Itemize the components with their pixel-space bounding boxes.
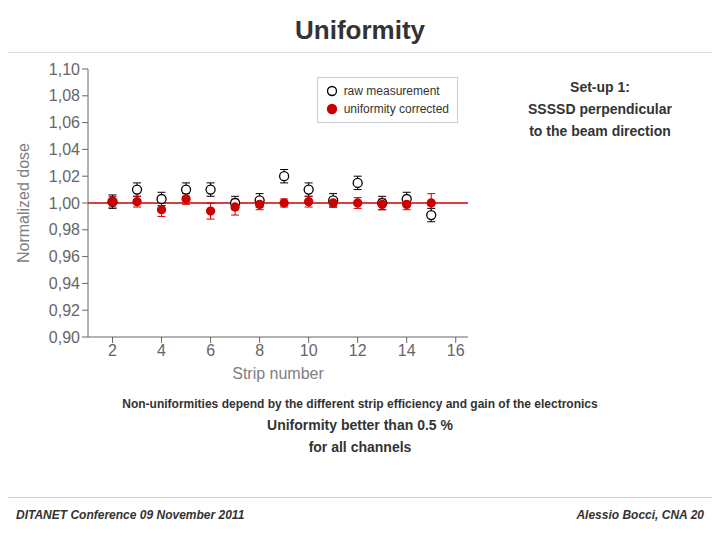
html-text:SSSSD perpendicular: SSSSD perpendicular (528, 101, 672, 117)
svg-text:14: 14 (398, 342, 416, 359)
html-text:Uniformity: Uniformity (295, 14, 425, 45)
svg-text:6: 6 (206, 342, 215, 359)
svg-text:10: 10 (300, 342, 318, 359)
html-text:for all channels: for all channels (308, 439, 412, 455)
html-text:Set-up 1:: Set-up 1: (570, 79, 630, 95)
html-text:Non-uniformities depend by the: Non-uniformities depend by the different… (122, 397, 598, 411)
svg-text:1,00: 1,00 (49, 195, 80, 212)
svg-text:4: 4 (157, 342, 166, 359)
svg-text:0,96: 0,96 (49, 248, 80, 265)
svg-text:1,10: 1,10 (49, 61, 80, 78)
html-text:raw measurement: raw measurement (343, 84, 440, 98)
svg-text:0,90: 0,90 (49, 329, 80, 346)
svg-text:Strip number: Strip number (232, 365, 324, 382)
svg-text:1,08: 1,08 (49, 87, 80, 104)
html-text:Uniformity better than 0.5 %: Uniformity better than 0.5 % (267, 417, 453, 433)
svg-text:1,02: 1,02 (49, 168, 80, 185)
svg-text:16: 16 (447, 342, 465, 359)
svg-text:Normalized dose: Normalized dose (15, 143, 32, 263)
svg-text:8: 8 (255, 342, 264, 359)
html-text:uniformity corrected: uniformity corrected (343, 102, 449, 116)
svg-text:12: 12 (349, 342, 367, 359)
html-text:to the beam direction: to the beam direction (529, 123, 671, 139)
svg-text:1,04: 1,04 (49, 141, 80, 158)
html-text:Alessio Bocci, CNA 20: Alessio Bocci, CNA 20 (576, 508, 704, 522)
svg-text:2: 2 (108, 342, 117, 359)
html-text:DITANET Conference 09 November: DITANET Conference 09 November 2011 (16, 508, 245, 522)
svg-text:1,06: 1,06 (49, 114, 80, 131)
svg-text:0,98: 0,98 (49, 221, 80, 238)
svg-text:0,92: 0,92 (49, 302, 80, 319)
svg-text:0,94: 0,94 (49, 275, 80, 292)
